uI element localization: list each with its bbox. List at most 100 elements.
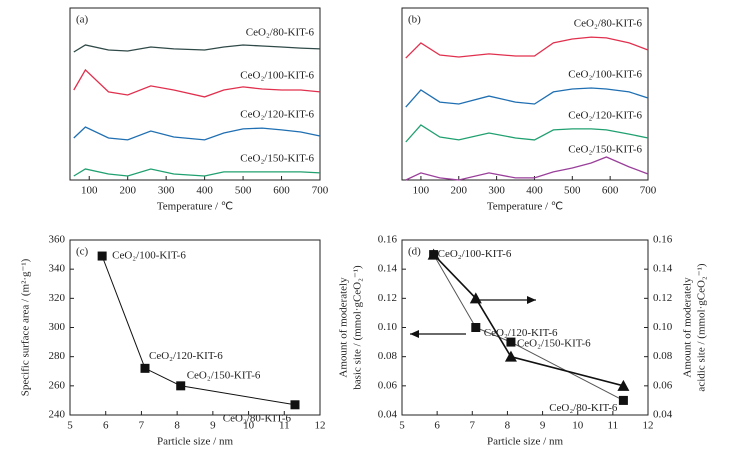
tpd-curve (405, 124, 649, 143)
y-tick-label: 260 (49, 379, 66, 391)
arrow-head (527, 296, 536, 304)
panel-label: (b) (408, 14, 421, 26)
point-label: CeO₂/150-KIT-6 (517, 338, 591, 350)
plot-frame (69, 7, 321, 181)
y2-tick-label: 0.12 (653, 292, 672, 304)
square-marker (618, 395, 628, 405)
x-tick-label: 5 (67, 420, 73, 432)
x-tick-label: 8 (505, 420, 511, 432)
y-tick-label: 240 (49, 409, 66, 421)
x-tick-label: 400 (196, 185, 213, 197)
x-axis-label: Particle size / nm (157, 436, 234, 448)
panel-label: (d) (408, 246, 421, 258)
y-axis-label: Specific surface area / (m²·g⁻¹) (20, 258, 32, 396)
x-tick-label: 100 (81, 185, 98, 197)
x-tick-label: 9 (540, 420, 546, 432)
y-tick-label: 0.06 (378, 379, 398, 391)
x-tick-label: 11 (608, 420, 619, 432)
y2-axis-label: Amount of moderately (682, 277, 694, 378)
x-tick-label: 7 (139, 420, 145, 432)
x-tick-label: 200 (119, 185, 136, 197)
plot-frame (401, 7, 649, 181)
x-tick-label: 200 (451, 185, 468, 197)
point-label: CeO₂/150-KIT-6 (187, 369, 261, 381)
y-tick-label: 0.08 (378, 350, 398, 362)
x-tick-label: 700 (640, 185, 657, 197)
x-tick-label: 300 (488, 185, 505, 197)
x-tick-label: 9 (210, 420, 216, 432)
y-tick-label: 360 (49, 234, 66, 246)
square-marker (140, 363, 150, 373)
triangle-marker (504, 350, 517, 362)
y2-tick-label: 0.14 (653, 263, 673, 275)
tpd-curve (73, 168, 321, 177)
x-tick-label: 12 (315, 420, 326, 432)
y-tick-label: 0.14 (378, 263, 398, 275)
x-tick-label: 100 (413, 185, 430, 197)
tpd-curve (405, 36, 649, 59)
y2-tick-label: 0.16 (653, 234, 673, 246)
tpd-curve (73, 68, 321, 98)
x-tick-label: 7 (470, 420, 476, 432)
point-label: CeO₂/80-KIT-6 (549, 402, 618, 414)
y-axis-label: Amount of moderately (338, 277, 350, 378)
y2-tick-label: 0.10 (653, 321, 673, 333)
square-marker (471, 323, 481, 332)
y-tick-label: 340 (49, 263, 66, 275)
tpd-curve (405, 87, 649, 108)
x-tick-label: 600 (273, 185, 290, 197)
curve-label: CeO₂/100-KIT-6 (568, 69, 642, 81)
x-tick-label: 700 (312, 185, 329, 197)
triangle-marker (617, 379, 630, 391)
point-label: CeO₂/120-KIT-6 (149, 350, 223, 362)
y2-tick-label: 0.06 (653, 379, 673, 391)
y-tick-label: 0.16 (378, 234, 398, 246)
curve-label: CeO₂/150-KIT-6 (240, 152, 314, 164)
x-axis-label: Particle size / nm (487, 436, 564, 448)
point-label: CeO₂/100-KIT-6 (112, 250, 186, 262)
x-tick-label: 11 (279, 420, 290, 432)
x-tick-label: 500 (235, 185, 252, 197)
tpd-curve (73, 126, 321, 141)
square-marker (176, 381, 186, 391)
x-axis-label: Temperature / ℃ (487, 201, 563, 213)
x-tick-label: 10 (243, 420, 255, 432)
x-tick-label: 5 (399, 420, 405, 432)
y2-tick-label: 0.08 (653, 350, 673, 362)
tpd-curve (73, 44, 321, 53)
y-tick-label: 0.04 (378, 409, 398, 421)
y-axis-label: basic site / (mmol·gCeO₂⁻¹) (352, 265, 364, 390)
y2-axis-label: acidic site / (mmol·gCeO₂⁻¹) (696, 263, 708, 391)
connector-line (101, 255, 296, 406)
x-tick-label: 8 (174, 420, 180, 432)
connector-line (433, 254, 624, 387)
panel-label: (a) (76, 14, 89, 26)
x-tick-label: 300 (158, 185, 175, 197)
x-tick-label: 10 (572, 420, 584, 432)
panel-label: (c) (76, 246, 89, 258)
y-tick-label: 0.10 (378, 321, 398, 333)
point-label: CeO₂/120-KIT-6 (484, 327, 558, 339)
x-tick-label: 12 (643, 420, 654, 432)
square-marker (506, 337, 516, 347)
curve-label: CeO₂/120-KIT-6 (568, 109, 642, 121)
curve-label: CeO₂/120-KIT-6 (240, 109, 314, 121)
triangle-marker (427, 248, 440, 260)
tpd-curve (405, 156, 649, 181)
curve-label: CeO₂/150-KIT-6 (568, 144, 642, 156)
y-tick-label: 280 (49, 350, 66, 362)
x-tick-label: 6 (434, 420, 440, 432)
square-marker (97, 251, 107, 261)
plot-frame (69, 239, 321, 416)
curve-label: CeO₂/80-KIT-6 (574, 18, 643, 30)
y-tick-label: 320 (49, 292, 66, 304)
arrow-head (410, 330, 419, 338)
point-label: CeO₂/100-KIT-6 (438, 248, 512, 260)
square-marker (290, 400, 300, 410)
y-tick-label: 300 (49, 321, 66, 333)
y2-tick-label: 0.04 (653, 409, 673, 421)
curve-label: CeO₂/80-KIT-6 (246, 27, 315, 39)
x-axis-label: Temperature / ℃ (157, 201, 233, 213)
x-tick-label: 6 (103, 420, 109, 432)
